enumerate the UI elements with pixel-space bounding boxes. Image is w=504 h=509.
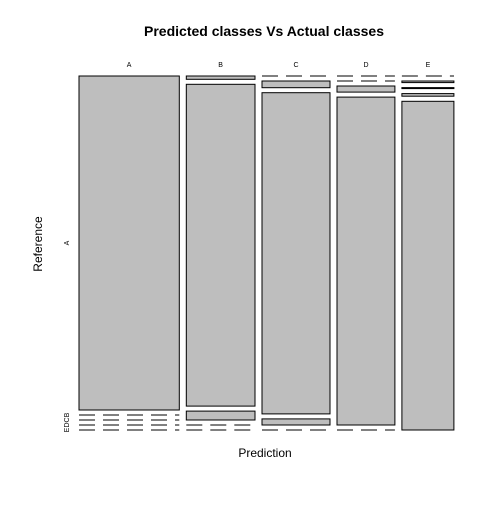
mosaic-tile-pred-e-ref-c — [401, 87, 455, 90]
mosaic-tile-pred-e-ref-e — [401, 100, 455, 431]
y-category-label-c: C — [64, 417, 71, 422]
x-category-label-c: C — [293, 62, 298, 69]
x-category-label-b: B — [218, 62, 223, 69]
y-category-label-e: E — [64, 427, 71, 432]
mosaic-tile-pred-d-ref-d — [336, 96, 396, 426]
x-category-label-a: A — [127, 62, 132, 69]
mosaic-tile-pred-b-ref-a — [185, 75, 256, 80]
mosaic-tile-pred-c-ref-d — [261, 418, 331, 426]
y-category-label-d: D — [64, 422, 71, 427]
mosaic-tile-pred-c-ref-b — [261, 80, 331, 89]
y-axis-label: Reference — [31, 216, 45, 272]
mosaic-tiles — [78, 75, 455, 431]
mosaic-tile-pred-b-ref-b — [185, 83, 256, 407]
mosaic-tile-pred-d-ref-c — [336, 85, 396, 93]
mosaic-tile-pred-a-ref-a — [78, 75, 180, 411]
x-category-label-e: E — [426, 62, 431, 69]
x-axis-label: Prediction — [238, 446, 291, 460]
x-category-label-d: D — [363, 62, 368, 69]
mosaic-tile-pred-e-ref-b — [401, 80, 455, 84]
y-category-label-b: B — [64, 412, 71, 417]
mosaic-tile-pred-b-ref-c — [185, 410, 256, 421]
mosaic-tile-pred-c-ref-c — [261, 92, 331, 415]
chart-title: Predicted classes Vs Actual classes — [144, 23, 384, 39]
y-category-label-a: A — [64, 240, 71, 245]
mosaic-tile-pred-e-ref-d — [401, 93, 455, 97]
